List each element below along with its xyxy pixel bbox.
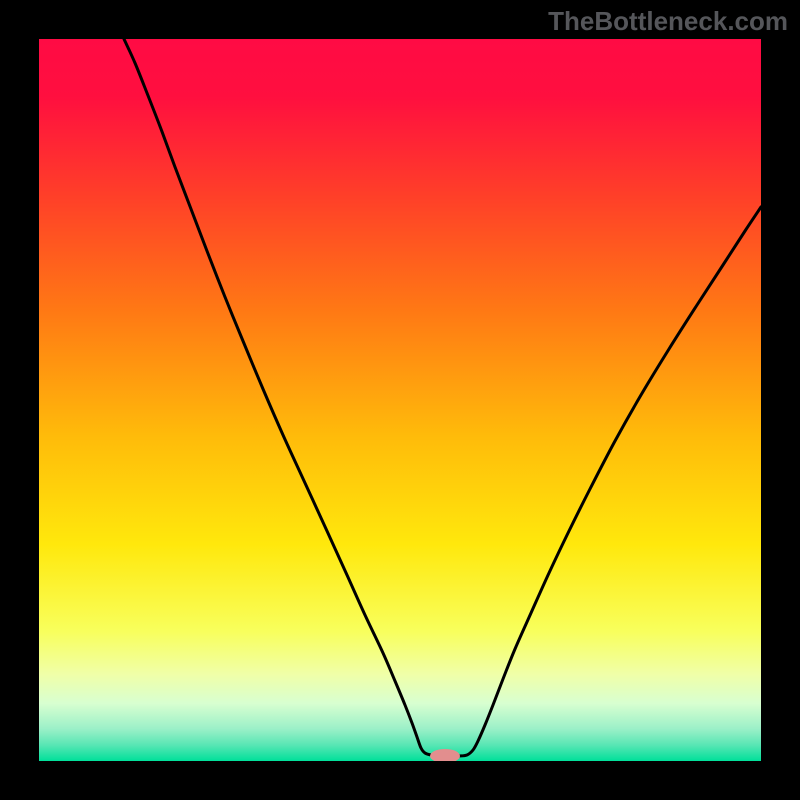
- plot-area: [39, 39, 761, 761]
- watermark-text: TheBottleneck.com: [548, 6, 788, 37]
- gradient-background: [39, 39, 761, 761]
